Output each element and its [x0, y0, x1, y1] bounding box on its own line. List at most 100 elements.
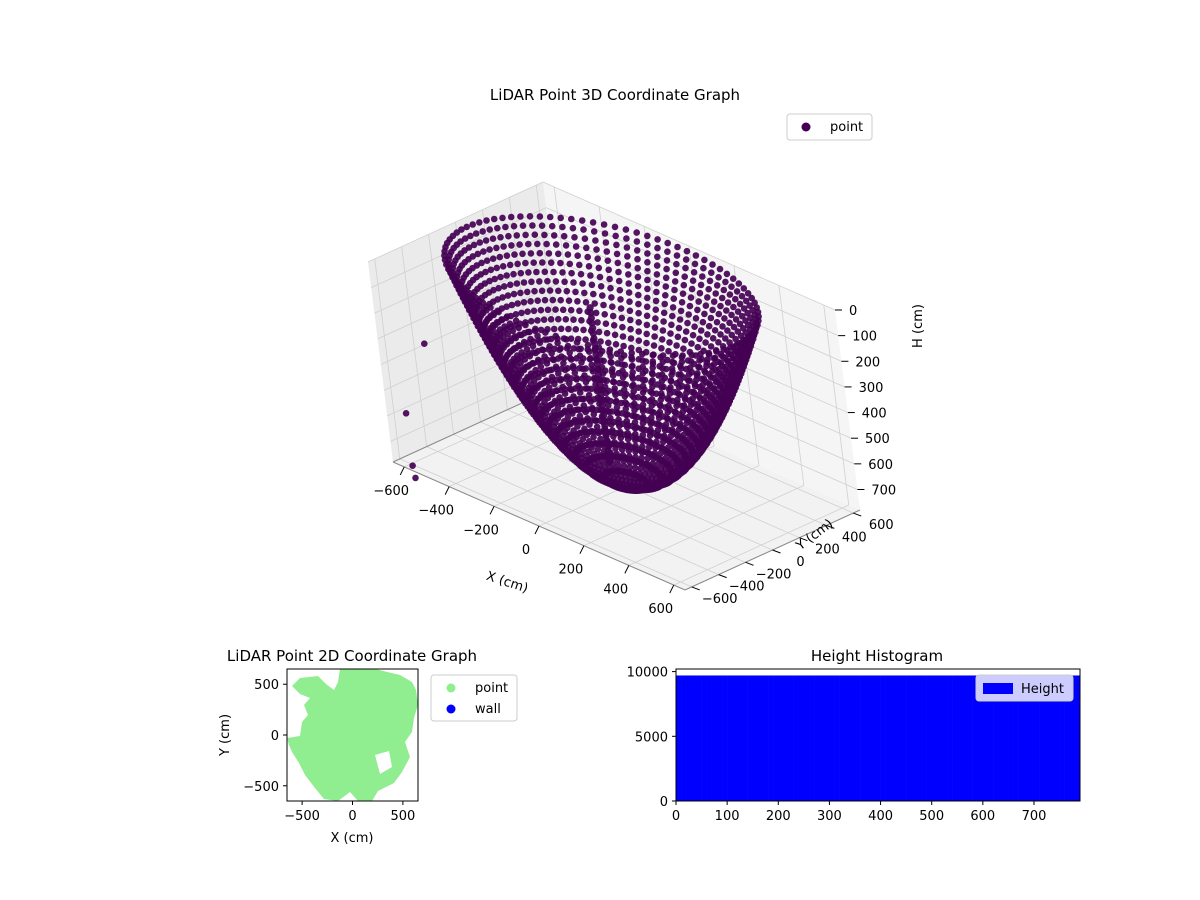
chart-3d-ztick-label: 100 [852, 330, 877, 345]
chart-3d-point [611, 466, 618, 473]
chart-3d-point [658, 444, 666, 451]
histogram-bar [824, 675, 830, 801]
chart-3d-ytick-mark [826, 524, 835, 529]
chart-3d-point [564, 373, 571, 380]
chart-3d-point [654, 244, 661, 252]
chart-3d-point [659, 438, 667, 446]
chart-3d-point [618, 314, 626, 322]
chart-3d-point [723, 307, 730, 314]
chart-3d-point [659, 352, 667, 359]
chart-3d-point [493, 264, 501, 272]
histogram-xtick-label: 0 [672, 809, 680, 824]
chart-3d-point [622, 399, 629, 406]
chart-3d-point [615, 277, 623, 285]
histogram-bar [1023, 675, 1030, 801]
chart-3d-point [527, 298, 534, 305]
chart-3d-point [592, 440, 599, 447]
chart-3d-point [562, 316, 570, 323]
histogram-bar [676, 675, 682, 801]
chart-3d-point [625, 453, 633, 460]
chart-3d-point [626, 298, 633, 306]
chart-3d-point [597, 435, 604, 443]
chart-3d-point [620, 457, 627, 465]
chart-3d-point [627, 316, 634, 324]
chart-3d-point [656, 408, 664, 416]
chart-3d-point [643, 321, 651, 329]
chart-3d-point [668, 426, 676, 434]
chart-3d-point [569, 410, 576, 417]
chart-3d-point [575, 345, 582, 353]
chart-3d-point [535, 373, 542, 381]
chart-3d-point [607, 352, 614, 360]
chart-3d-point [692, 445, 699, 452]
histogram-bar [890, 675, 897, 801]
chart-3d-point [673, 342, 680, 349]
chart-3d-point [460, 285, 468, 292]
chart-3d-point [554, 339, 561, 347]
chart-3d-point [569, 362, 577, 370]
chart-3d-point [657, 402, 664, 410]
chart-3d-point [576, 389, 584, 396]
histogram-bar [957, 675, 963, 801]
chart-3d-point [689, 331, 697, 339]
chart-3d-point [679, 352, 686, 359]
chart-3d-point [649, 377, 656, 384]
chart-3d-point [538, 222, 546, 229]
chart-3d-point [612, 341, 620, 348]
chart-3d-point [622, 405, 630, 413]
chart-3d-point [632, 459, 639, 466]
chart-3d-trunk-point [589, 324, 597, 332]
chart-3d-point [599, 292, 606, 299]
chart-3d-point [619, 374, 627, 381]
chart-3d-point [616, 286, 624, 294]
chart-3d-point [709, 335, 717, 342]
chart-2d-point-cloud [287, 669, 418, 801]
chart-3d-point [582, 378, 590, 386]
chart-3d-point [732, 316, 740, 323]
chart-3d-point [625, 447, 633, 455]
chart-3d-point [674, 396, 681, 404]
chart-3d-point [673, 260, 680, 268]
histogram-bar [701, 675, 707, 801]
chart-3d-point [639, 431, 647, 439]
chart-3d-point [495, 308, 502, 316]
chart-3d-point [644, 267, 651, 275]
chart-3d-point [505, 232, 512, 240]
chart-3d-point [624, 429, 631, 437]
chart-3d-point [580, 402, 588, 409]
chart-3d-point [713, 318, 721, 326]
chart-3d-point [710, 402, 718, 409]
chart-3d-point [699, 405, 707, 413]
chart-3d-point [668, 449, 676, 457]
chart-3d-point [639, 370, 647, 377]
chart-3d-point [728, 331, 736, 339]
chart-3d-outlier-point [421, 340, 428, 348]
chart-3d-point [570, 393, 577, 400]
chart-3d-point [614, 456, 621, 464]
chart-3d-point [668, 321, 675, 329]
chart-3d-point [534, 240, 541, 248]
chart-3d-outlier-point [412, 474, 419, 482]
chart-3d-point [534, 317, 541, 324]
chart-3d-point [631, 464, 639, 472]
chart-3d-point [671, 278, 679, 285]
chart-3d-point [547, 259, 555, 267]
chart-3d-point [724, 299, 732, 306]
chart-3d-point [661, 426, 669, 434]
chart-3d-point [501, 323, 508, 330]
chart-3d-point [639, 376, 647, 384]
chart-3d-point [489, 235, 497, 242]
chart-3d-point [705, 322, 713, 330]
chart-3d-point [666, 455, 674, 462]
chart-3d-point [503, 252, 511, 259]
chart-3d-point [625, 280, 632, 287]
chart-3d-point [516, 241, 523, 248]
chart-3d-point [717, 302, 724, 310]
chart-3d-point [684, 319, 691, 327]
chart-3d-point [524, 363, 532, 370]
chart-3d-ytick-label: 600 [869, 518, 894, 533]
chart-3d-point [545, 384, 553, 391]
chart-3d-point [667, 477, 674, 484]
chart-3d-point [719, 352, 726, 360]
chart-3d-ytick-label: 200 [815, 543, 840, 558]
